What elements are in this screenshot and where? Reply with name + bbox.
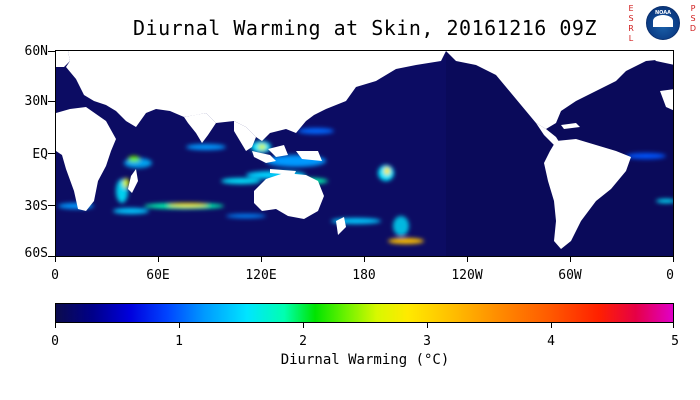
- x-tick-label: 180: [352, 268, 376, 283]
- colorbar-tick: [427, 323, 428, 328]
- land-japan: [314, 83, 328, 105]
- colorbar-label: 4: [547, 334, 555, 349]
- x-tick-label: 0: [51, 268, 59, 283]
- y-tick-label: 60S: [24, 246, 48, 261]
- y-tick-mark: [48, 51, 55, 52]
- y-tick-mark: [48, 101, 55, 102]
- colorbar-label: 0: [51, 334, 59, 349]
- x-tick-label: 60W: [558, 268, 582, 283]
- land-eurasia: [66, 51, 446, 141]
- colorbar-tick: [551, 323, 552, 328]
- y-tick-mark: [48, 256, 55, 257]
- colorbar-label: 3: [423, 334, 431, 349]
- land-sumatra: [252, 151, 276, 163]
- land-greenland: [646, 51, 673, 65]
- y-tick-mark: [48, 153, 55, 154]
- land-south-america: [544, 139, 631, 249]
- land-central-america: [536, 123, 561, 145]
- colorbar-tick: [179, 323, 180, 328]
- colorbar-label: 1: [175, 334, 183, 349]
- x-tick-mark: [467, 257, 468, 262]
- land-iberia-wrap: [660, 89, 673, 111]
- y-tick-label: 30S: [24, 199, 48, 214]
- x-tick-label: 60E: [146, 268, 170, 283]
- x-tick-label: 120E: [245, 268, 277, 283]
- warming-patches: [58, 128, 673, 244]
- land-borneo: [268, 145, 288, 157]
- noaa-emblem-text: NOAA: [654, 10, 672, 16]
- land-africa: [56, 107, 116, 211]
- land-india: [184, 113, 216, 143]
- land-north-america: [446, 51, 673, 129]
- x-tick-mark: [55, 257, 56, 262]
- y-tick-label: 60N: [24, 44, 48, 59]
- colorbar-tick: [55, 323, 56, 328]
- land-masses: [56, 51, 673, 249]
- colorbar-tick: [673, 323, 674, 328]
- colorbar-title: Diurnal Warming (°C): [280, 352, 450, 368]
- y-tick-label: EQ: [32, 147, 48, 162]
- x-tick-mark: [261, 257, 262, 262]
- land-indochina: [234, 121, 256, 151]
- x-tick-mark: [570, 257, 571, 262]
- land-europe-west: [56, 51, 70, 67]
- y-tick-mark: [48, 205, 55, 206]
- colorbar-label: 5: [671, 334, 679, 349]
- world-map: [55, 50, 674, 257]
- land-new-guinea: [296, 151, 322, 161]
- x-tick-mark: [158, 257, 159, 262]
- x-tick-label: 120W: [451, 268, 483, 283]
- land-australia: [254, 173, 324, 219]
- y-tick-label: 30N: [24, 94, 48, 109]
- map-svg: [56, 51, 673, 256]
- colorbar-label: 2: [299, 334, 307, 349]
- x-tick-mark: [364, 257, 365, 262]
- x-tick-mark: [673, 257, 674, 262]
- land-new-zealand: [336, 217, 346, 235]
- noaa-bird-icon: [653, 15, 673, 27]
- x-tick-label: 0: [666, 268, 674, 283]
- colorbar: [55, 303, 674, 323]
- land-madagascar: [128, 169, 138, 193]
- colorbar-tick: [303, 323, 304, 328]
- map-title: Diurnal Warming at Skin, 20161216 09Z: [132, 16, 598, 40]
- noaa-emblem-icon: NOAA: [646, 6, 680, 40]
- land-cuba: [561, 123, 580, 129]
